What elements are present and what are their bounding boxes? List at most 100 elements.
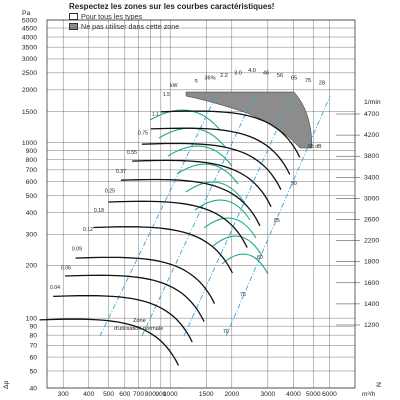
zone-label-line2: d'utilisation normale bbox=[114, 326, 163, 332]
x-tick-label: 3000 bbox=[260, 391, 275, 398]
efficiency-curves bbox=[149, 109, 269, 275]
x-tick-label: 600 bbox=[119, 391, 130, 398]
y-axis-symbol: Δp bbox=[3, 380, 10, 389]
x-tick-label: 2000 bbox=[224, 391, 239, 398]
speed-tick-label: 1200 bbox=[364, 322, 379, 329]
legend-item-restricted: Ne pas utiliser dans cette zone bbox=[69, 22, 369, 31]
speed-curve bbox=[132, 159, 272, 208]
efficiency-top-label: 2.2 bbox=[220, 73, 228, 79]
efficiency-inner-label: 75 bbox=[240, 292, 246, 298]
system-line bbox=[183, 95, 293, 337]
y-tick-label: 40 bbox=[29, 385, 37, 392]
system-line bbox=[141, 95, 255, 337]
y-tick-label: 80 bbox=[29, 332, 37, 339]
system-resistance-lines bbox=[99, 95, 331, 337]
speed-curve bbox=[53, 295, 193, 343]
power-label: 0.12 bbox=[83, 227, 93, 233]
speed-tick-label: 3400 bbox=[364, 174, 379, 181]
efficiency-inner-label: 70 bbox=[223, 329, 229, 335]
legend-label-restricted: Ne pas utiliser dans cette zone bbox=[81, 22, 180, 31]
speed-axis-labels: 4700 4200 3800 3400 3000 2600 2200 1800 1600 1400… bbox=[336, 111, 379, 329]
x-tick-label: 400 bbox=[83, 391, 94, 398]
efficiency-curve bbox=[221, 253, 269, 275]
restricted-area bbox=[185, 91, 313, 149]
efficiency-curve bbox=[176, 163, 239, 185]
efficiency-top-label: η bbox=[194, 78, 197, 84]
x-tick-label: 4000 bbox=[286, 391, 301, 398]
power-unit: kW bbox=[170, 83, 178, 89]
speed-curve bbox=[39, 318, 180, 366]
efficiency-inner-label: 90 bbox=[291, 181, 297, 187]
y-tick-label: 200 bbox=[26, 263, 38, 270]
y-tick-label: 60 bbox=[29, 354, 37, 361]
power-label: 0.75 bbox=[138, 131, 148, 137]
speed-curve bbox=[141, 142, 282, 190]
efficiency-curve bbox=[194, 199, 251, 221]
plot-frame bbox=[46, 19, 356, 389]
legend: Respectez les zones sur les courbes cara… bbox=[69, 2, 369, 31]
speed-curve bbox=[108, 200, 248, 248]
x-tick-label: 900 bbox=[155, 391, 166, 398]
y-tick-label: 700 bbox=[26, 167, 38, 174]
power-label: 1.5 bbox=[163, 92, 170, 98]
legend-swatch-grey bbox=[69, 23, 78, 30]
speed-curve bbox=[93, 226, 233, 274]
y-tick-label: 4000 bbox=[22, 34, 37, 41]
power-label: 1.1 bbox=[152, 111, 159, 117]
efficiency-inner-labels: 95 dB 90 85 80 75 70 bbox=[223, 144, 322, 335]
y-tick-label: 900 bbox=[26, 148, 38, 155]
y-tick-label: 4500 bbox=[22, 25, 37, 32]
speed-tick-label: 2600 bbox=[364, 217, 379, 224]
efficiency-inner-label: 85 bbox=[274, 218, 280, 224]
efficiency-top-label: 75 bbox=[305, 78, 311, 84]
power-label: 0.04 bbox=[50, 285, 60, 291]
x-tick-label: 5000 bbox=[306, 391, 321, 398]
y-tick-label: 100 bbox=[26, 315, 38, 322]
y-tick-label: 70 bbox=[29, 343, 37, 350]
efficiency-top-label: 4.0 bbox=[248, 68, 256, 74]
y-tick-label: 600 bbox=[26, 179, 38, 186]
efficiency-top-label: 28 bbox=[319, 81, 325, 87]
y-tick-label: 1500 bbox=[22, 109, 37, 116]
speed-curve bbox=[65, 274, 205, 322]
zone-label-line1: Zone bbox=[133, 318, 146, 324]
y-tick-label: 3000 bbox=[22, 56, 37, 63]
system-line bbox=[99, 95, 217, 337]
speed-curve bbox=[150, 127, 291, 175]
speed-tick-label: 1800 bbox=[364, 259, 379, 266]
efficiency-curve bbox=[167, 145, 233, 167]
y-tick-label: 400 bbox=[26, 210, 38, 217]
power-label: 0.55 bbox=[127, 150, 137, 156]
efficiency-top-label: 3.0 bbox=[234, 71, 242, 77]
y-tick-label: 300 bbox=[26, 232, 38, 239]
y-tick-label: 500 bbox=[26, 193, 38, 200]
y-tick-label: 50 bbox=[29, 368, 37, 375]
efficiency-curve bbox=[212, 235, 263, 257]
y-tick-label: 2000 bbox=[22, 87, 37, 94]
power-label: 0.37 bbox=[116, 169, 126, 175]
speed-tick-label: 4200 bbox=[364, 132, 379, 139]
legend-title: Respectez les zones sur les courbes cara… bbox=[69, 2, 275, 11]
speed-axis-symbol: N bbox=[376, 382, 383, 387]
efficiency-top-label: 46 bbox=[263, 71, 269, 77]
legend-label-all-types: Pour tous les types bbox=[81, 12, 143, 21]
efficiency-curve bbox=[185, 181, 245, 203]
efficiency-top-label: 56 bbox=[277, 73, 283, 79]
x-tick-label: 6000 bbox=[322, 391, 337, 398]
power-label: 0.06 bbox=[61, 266, 71, 272]
y-tick-label: 5000 bbox=[22, 17, 37, 24]
speed-tick-label: 3800 bbox=[364, 153, 379, 160]
y-tick-label: 2500 bbox=[22, 70, 37, 77]
speed-tick-label: 1600 bbox=[364, 280, 379, 287]
efficiency-top-labels: η 36% 2.2 3.0 4.0 46 56 65 75 28 bbox=[194, 68, 325, 87]
efficiency-curve bbox=[149, 109, 221, 131]
grid bbox=[46, 19, 356, 389]
speed-tick-label: 2200 bbox=[364, 238, 379, 245]
x-tick-label: 700 bbox=[133, 391, 144, 398]
speed-curves bbox=[39, 110, 301, 366]
x-tick-label: 800 bbox=[145, 391, 156, 398]
system-line bbox=[225, 95, 331, 337]
x-tick-label: 500 bbox=[103, 391, 114, 398]
